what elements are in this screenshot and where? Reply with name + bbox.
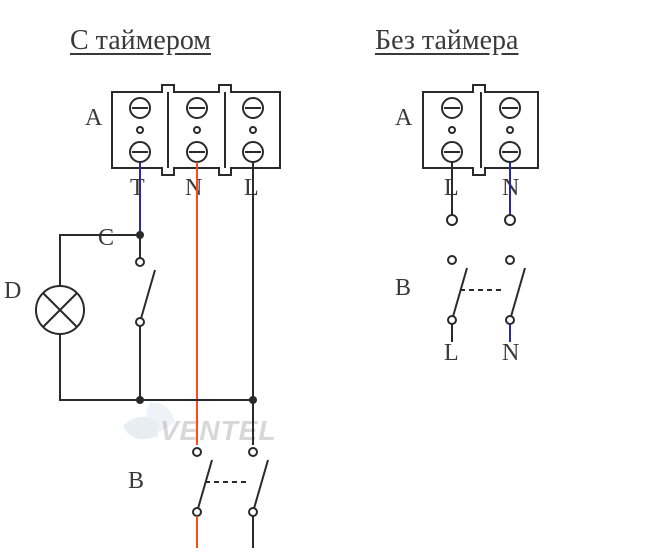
left-switch-B (193, 448, 268, 516)
diagram-svg (0, 0, 649, 559)
left-wire-lamp-bottom (60, 334, 140, 400)
left-lamp-D (36, 286, 84, 334)
watermark-fan (123, 402, 175, 439)
right-switch-B (448, 256, 525, 324)
right-terminal-block (423, 85, 538, 175)
left-wire-to-lamp-top (60, 235, 140, 287)
right-open-N-top (505, 215, 515, 225)
left-switch-C (136, 235, 155, 400)
left-terminal-block (112, 85, 280, 175)
right-open-L-top (447, 215, 457, 225)
